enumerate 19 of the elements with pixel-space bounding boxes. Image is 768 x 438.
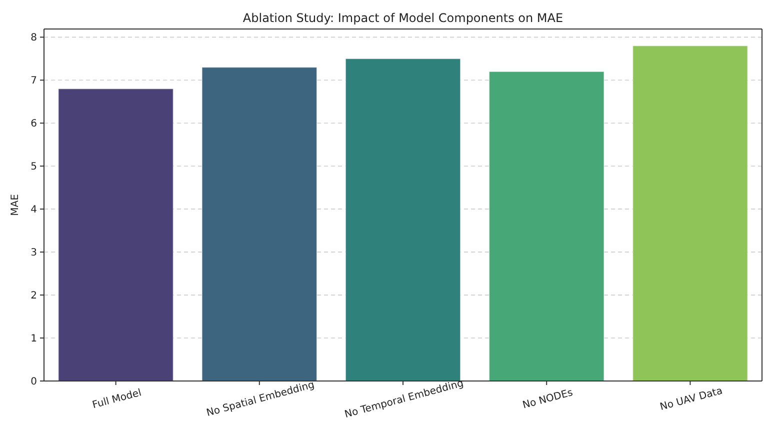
bar (632, 45, 748, 382)
bar (345, 58, 461, 382)
bar (58, 88, 174, 382)
y-tick-label: 5 (30, 162, 37, 173)
y-tick-label: 8 (30, 32, 37, 44)
y-tick-label: 2 (30, 290, 37, 302)
y-axis-title: MAE (10, 194, 21, 216)
bar (202, 66, 318, 382)
bar (488, 71, 604, 382)
y-tick-label: 1 (30, 334, 37, 345)
x-tick-label: No NODEs (522, 387, 574, 412)
y-tick-label: 6 (30, 118, 37, 130)
x-tick-label: Full Model (91, 388, 143, 412)
x-tick-label: No UAV Data (658, 386, 724, 413)
y-tick-label: 0 (30, 376, 37, 388)
y-tick-label: 7 (30, 76, 37, 87)
y-tick-label: 3 (30, 248, 37, 259)
chart-title: Ablation Study: Impact of Model Components on MAE (242, 11, 564, 25)
y-tick-label: 4 (30, 204, 37, 216)
